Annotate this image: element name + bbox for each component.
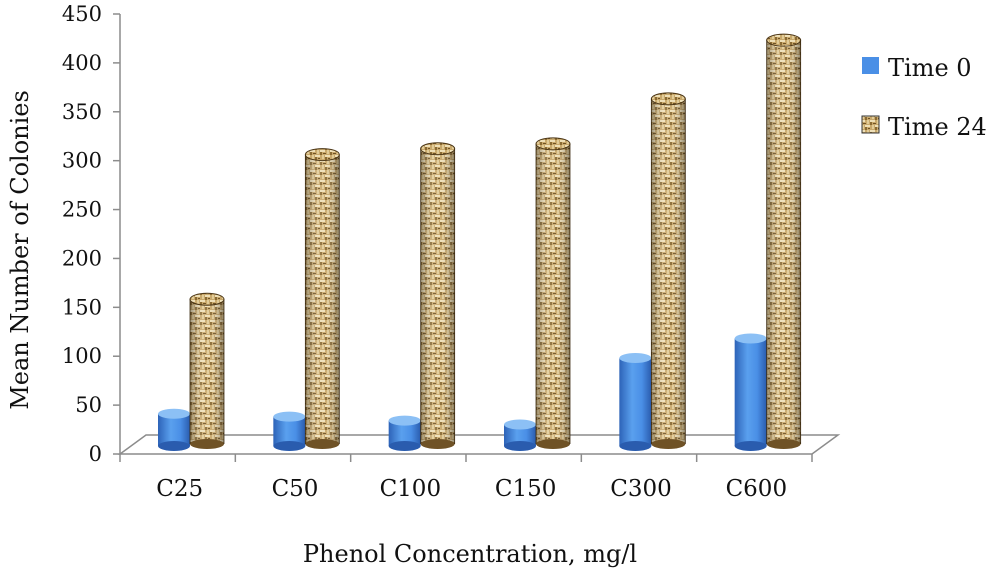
bar-time0-C300	[619, 353, 652, 451]
bar-time24-C50	[304, 148, 340, 449]
y-tick-label: 350	[62, 100, 102, 124]
x-tick-label: C600	[726, 476, 788, 502]
y-tick-label: 50	[75, 393, 102, 417]
floor-plane	[117, 434, 841, 455]
y-axis: 0 50 100 150 200 250 300 350 400 450	[62, 2, 121, 466]
bar-time0-C150	[504, 419, 536, 451]
bar-time24-C100	[420, 142, 456, 449]
legend-swatch-time24	[861, 115, 880, 134]
x-tick-label: C300	[610, 476, 672, 502]
legend-swatch-time0	[862, 57, 879, 74]
legend-label-time0: Time 0	[888, 54, 972, 82]
x-tick-label: C25	[156, 476, 203, 502]
y-tick-label: 300	[62, 149, 102, 173]
y-tick-label: 450	[62, 2, 102, 26]
y-tick-label: 150	[62, 295, 102, 319]
y-tick-label: 400	[62, 51, 102, 75]
x-axis-title: Phenol Concentration, mg/l	[303, 540, 637, 568]
y-tick-label: 0	[89, 442, 102, 466]
bar-time24-C150	[535, 137, 571, 449]
bar-time24-C300	[650, 92, 686, 449]
chart-floor	[117, 434, 841, 462]
legend: Time 0 Time 24	[861, 54, 987, 141]
bar-time0-C25	[158, 408, 190, 451]
bar-time0-C600	[734, 333, 767, 451]
x-tick-label: C50	[272, 476, 319, 502]
x-tick-label: C150	[495, 476, 557, 502]
bar-time24-C600	[766, 33, 802, 449]
bar-time0-C100	[388, 415, 421, 451]
y-tick-label: 100	[62, 344, 102, 368]
legend-label-time24: Time 24	[888, 113, 987, 141]
bar-time0-C50	[273, 411, 306, 451]
y-tick-label: 250	[62, 198, 102, 222]
x-tick-label: C100	[380, 476, 442, 502]
bar-time24-C25	[189, 292, 225, 449]
bars-layer	[158, 33, 802, 451]
y-axis-title: Mean Number of Colonies	[6, 90, 34, 410]
y-tick-label: 200	[62, 246, 102, 270]
x-axis-labels: C25 C50 C100 C150 C300 C600	[156, 476, 787, 502]
